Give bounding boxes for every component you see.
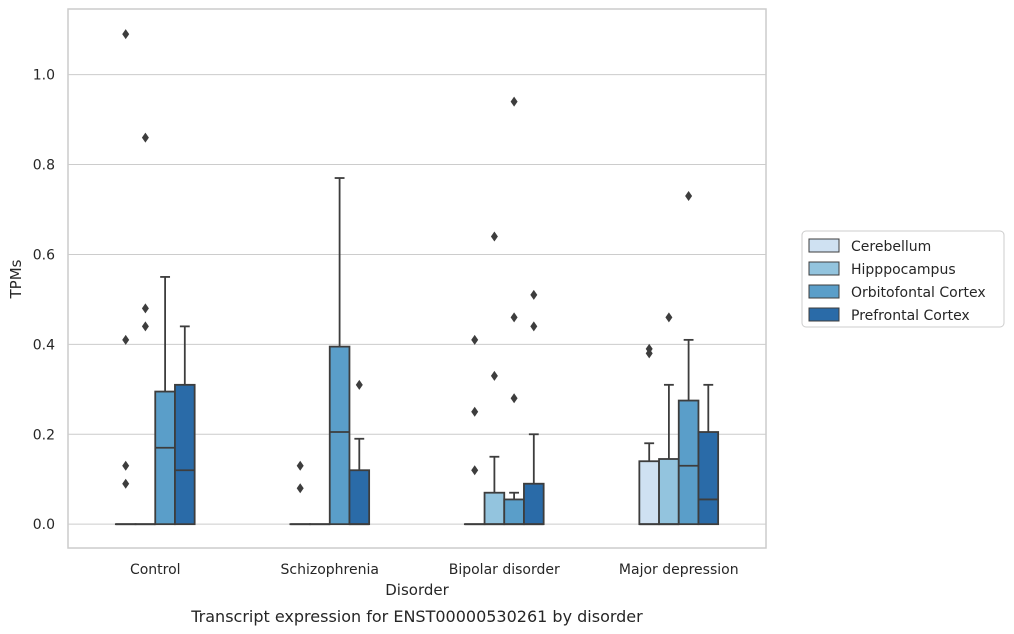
box-iqr [348,469,371,526]
outlier-point [510,96,518,107]
box-orbitofontal-cortex [677,191,700,526]
box-prefrontal-cortex [523,289,545,526]
outlier-point [355,379,363,390]
box-iqr [328,345,351,526]
legend-swatch [808,307,840,322]
y-tick-label: 0.8 [33,158,55,174]
box-iqr [154,390,176,526]
y-axis-label: TPMs [7,259,25,299]
box-iqr [658,458,680,526]
x-axis-ticks: Control Schizophrenia Bipolar disorder Majo… [130,562,739,578]
box-cerebellum [289,460,311,526]
outlier-point [490,370,498,381]
legend-label: Prefrontal Cortex [851,308,970,324]
outlier-point [141,321,149,332]
legend-label: Orbitofontal Cortex [851,285,986,301]
y-axis-ticks: 0.0 0.2 0.4 0.6 0.8 1.0 [33,68,55,534]
y-tick-label: 0.0 [33,517,55,533]
legend-label: Hipppocampus [851,262,956,278]
outlier-point [122,334,130,345]
outlier-point [122,460,130,471]
x-tick-label: Schizophrenia [281,562,379,578]
box-orbitofontal-cortex [503,96,525,526]
chart-caption: Transcript expression for ENST0000053026… [190,607,643,626]
outlier-point [645,343,653,354]
outlier-point [665,312,673,323]
box-prefrontal-cortex [174,325,196,526]
box-iqr [677,399,700,526]
legend: Cerebellum Hipppocampus Orbitofontal Corte… [801,230,1005,328]
outlier-point [530,321,538,332]
outlier-point [490,231,498,242]
box-cerebellum [114,29,137,526]
box-prefrontal-cortex [697,383,720,526]
box-plot-area [114,29,720,526]
plot-frame [67,8,767,549]
x-tick-label: Major depression [619,562,739,578]
x-axis-label: Disorder [385,581,449,599]
box-orbitofontal-cortex [328,177,351,526]
outlier-point [296,460,304,471]
legend-swatch [808,284,840,299]
box-iqr [523,482,545,526]
outlier-point [296,483,304,494]
outlier-point [471,334,479,345]
box-orbitofontal-cortex [154,276,176,526]
outlier-point [530,289,538,300]
legend-box [801,230,1005,328]
x-tick-label: Control [130,562,181,578]
box-iqr [638,460,660,526]
x-tick-label: Bipolar disorder [449,562,560,578]
box-iqr [174,383,196,526]
box-iqr [503,498,525,526]
box-hipppocampus [134,132,157,526]
outlier-point [510,393,518,404]
outlier-point [122,478,130,489]
outlier-point [685,191,693,202]
y-tick-label: 0.4 [33,337,55,353]
box-iqr [697,431,720,526]
legend-label: Cerebellum [851,239,931,255]
legend-swatch [808,238,840,253]
outlier-point [471,406,479,417]
y-tick-label: 0.6 [33,247,55,263]
legend-swatch [808,261,840,276]
plot-border [67,8,767,549]
box-iqr [483,491,506,526]
box-cerebellum [463,334,486,526]
box-hipppocampus [483,231,506,526]
y-tick-label: 1.0 [33,68,55,84]
outlier-point [141,132,149,143]
box-prefrontal-cortex [348,379,371,526]
outlier-point [122,29,130,40]
outlier-point [471,465,479,476]
y-tick-label: 0.2 [33,427,55,443]
outlier-point [510,312,518,323]
outlier-point [141,303,149,314]
